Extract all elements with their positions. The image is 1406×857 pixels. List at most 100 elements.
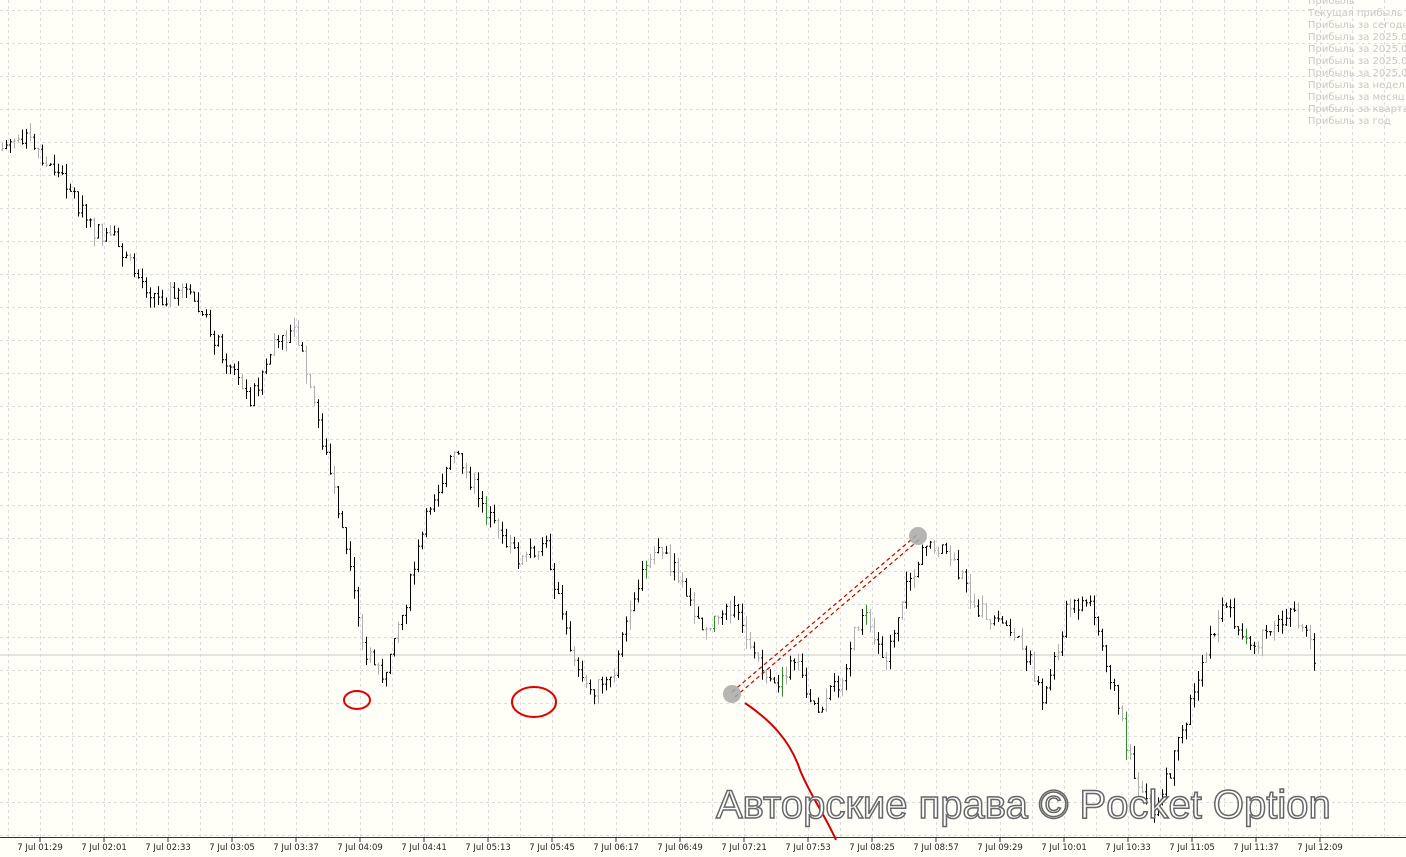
ohlc-bar	[13, 138, 16, 149]
info-line: Текущая прибыль	[1308, 8, 1403, 19]
ohlc-bar	[1221, 597, 1224, 622]
ohlc-bar	[421, 531, 424, 550]
ohlc-bar	[773, 676, 776, 684]
ohlc-bar	[597, 679, 600, 704]
ohlc-bar	[929, 540, 932, 549]
ohlc-bar	[617, 650, 620, 678]
ohlc-bar	[1289, 608, 1292, 628]
ohlc-bar	[45, 156, 48, 167]
ohlc-bar	[1161, 789, 1164, 806]
ohlc-bar	[305, 345, 308, 384]
trade-close-marker[interactable]	[909, 527, 927, 545]
x-tick-label: 7 Jul 03:05	[209, 843, 255, 853]
ohlc-bar	[253, 383, 256, 407]
ohlc-bar	[1157, 797, 1160, 817]
ohlc-bar	[1077, 598, 1080, 620]
low-circle-1	[343, 690, 371, 710]
ohlc-bar	[177, 287, 180, 306]
ohlc-bar	[457, 450, 460, 455]
ohlc-bar	[941, 544, 944, 554]
ohlc-bar	[173, 282, 176, 299]
ohlc-bar	[1081, 596, 1084, 612]
x-tick-label: 7 Jul 03:37	[273, 843, 319, 853]
ohlc-bar	[1033, 651, 1036, 682]
ohlc-bar	[837, 675, 840, 698]
ohlc-bar	[65, 163, 68, 199]
ohlc-bar	[925, 545, 928, 556]
ohlc-bar	[529, 538, 532, 559]
ohlc-bar	[1073, 599, 1076, 614]
ohlc-bar	[153, 292, 156, 308]
profit-info-panel: Прибыль Текущая прибыль Прибыль за сегодня…	[1308, 0, 1406, 128]
ohlc-bar	[297, 320, 300, 346]
ohlc-bar	[833, 673, 836, 692]
ohlc-bar	[1269, 631, 1272, 636]
ohlc-bar	[357, 586, 360, 627]
ohlc-bar	[549, 533, 552, 571]
ohlc-bar	[705, 627, 708, 640]
ohlc-bar	[401, 614, 404, 631]
ohlc-bar	[93, 217, 96, 247]
ohlc-bar	[1069, 598, 1072, 617]
ohlc-bar	[629, 600, 632, 631]
ohlc-bar	[1305, 624, 1308, 637]
ohlc-bar	[1021, 628, 1024, 650]
ohlc-bar	[649, 553, 652, 569]
ohlc-bar	[609, 676, 612, 688]
ohlc-bar	[221, 334, 224, 364]
ohlc-bar	[613, 668, 616, 683]
ohlc-bar	[233, 363, 236, 376]
ohlc-bar	[537, 550, 540, 561]
ohlc-bar	[769, 669, 772, 682]
x-tick-label: 7 Jul 04:41	[401, 843, 447, 853]
ohlc-bar	[693, 592, 696, 625]
ohlc-bar	[1065, 600, 1068, 638]
ohlc-bar	[161, 289, 164, 306]
ohlc-bar	[573, 646, 576, 666]
ohlc-bar	[1185, 722, 1188, 740]
ohlc-bar	[381, 658, 384, 684]
ohlc-bar	[533, 545, 536, 558]
info-line: Прибыль за кварта	[1308, 104, 1406, 115]
ohlc-bar	[465, 462, 468, 479]
ohlc-bar	[125, 251, 128, 259]
trade-open-marker[interactable]	[723, 685, 741, 703]
ohlc-bar	[1177, 736, 1180, 761]
ohlc-bar	[517, 542, 520, 569]
ohlc-bar	[493, 504, 496, 524]
ohlc-bar	[789, 655, 792, 680]
ohlc-bar	[481, 491, 484, 513]
ohlc-bar	[473, 473, 476, 494]
trend-line-2	[734, 537, 922, 698]
ohlc-bar	[393, 637, 396, 657]
ohlc-bar	[1013, 628, 1016, 641]
ohlc-bar	[1029, 650, 1032, 665]
ohlc-bar	[1129, 744, 1132, 760]
ohlc-bar	[145, 277, 148, 298]
ohlc-bar	[1201, 654, 1204, 687]
ohlc-bar	[197, 292, 200, 313]
x-tick-label: 7 Jul 04:09	[337, 843, 383, 853]
ohlc-bar	[917, 561, 920, 578]
ohlc-bar	[829, 685, 832, 701]
ohlc-bar	[237, 361, 240, 386]
ohlc-bar	[213, 330, 216, 355]
ohlc-bar	[1277, 614, 1280, 633]
ohlc-bar	[1297, 602, 1300, 629]
ohlc-bar	[1057, 644, 1060, 661]
x-tick-label: 7 Jul 11:05	[1169, 843, 1215, 853]
x-tick-label: 7 Jul 06:17	[593, 843, 639, 853]
ohlc-bar	[877, 632, 880, 654]
ohlc-bar	[813, 700, 816, 706]
ohlc-bar	[1217, 610, 1220, 643]
ohlc-bar	[121, 243, 124, 267]
grid	[0, 0, 1406, 837]
x-axis: 7 Jul 01:29 7 Jul 02:01 7 Jul 02:33 7 Jul 0…	[17, 837, 1343, 853]
ohlc-bar	[881, 636, 884, 659]
ohlc-bar	[1005, 620, 1008, 627]
ohlc-bar	[1089, 595, 1092, 607]
ohlc-bar	[1113, 678, 1116, 691]
ohlc-bar	[129, 253, 132, 261]
ohlc-bar	[745, 616, 748, 650]
